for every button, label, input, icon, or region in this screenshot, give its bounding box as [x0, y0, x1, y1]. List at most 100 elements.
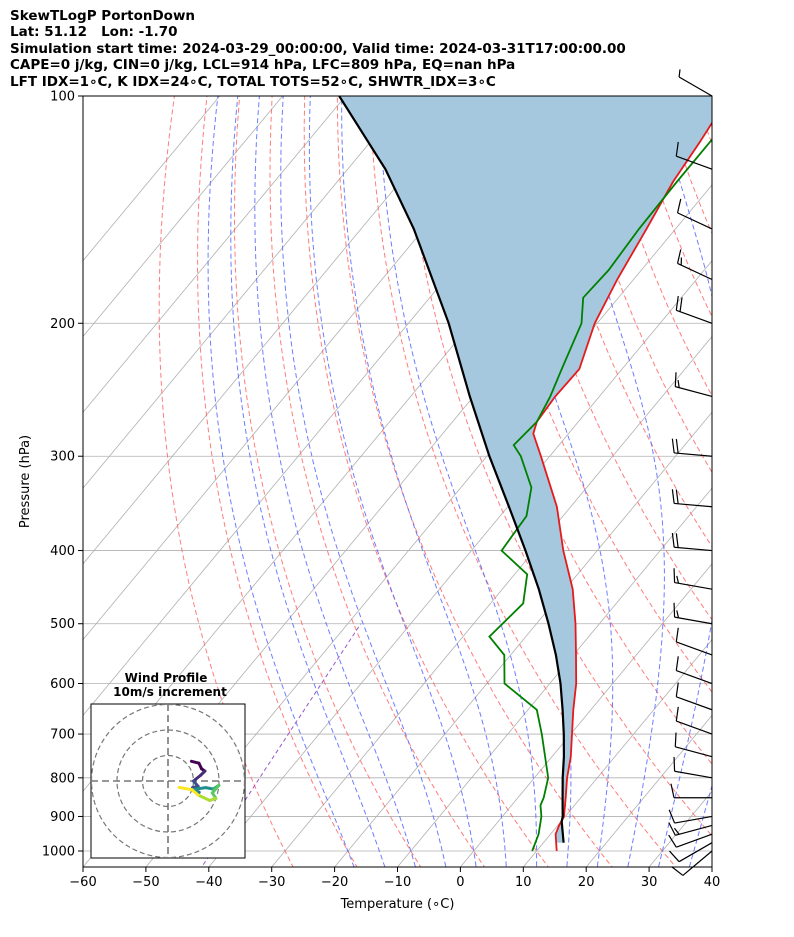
barb-flag [677, 380, 680, 388]
y-tick-label: 800 [50, 771, 75, 786]
hodograph-segment [210, 783, 221, 795]
barb-flag [673, 827, 680, 835]
y-axis-label: Pressure (hPa) [18, 435, 33, 528]
isotherm-line [83, 96, 221, 262]
wind-barb [669, 842, 713, 863]
barb-staff [675, 746, 713, 758]
background-lines [83, 61, 794, 883]
barb-flag [679, 297, 683, 312]
indices-line: LFT IDX=1∘C, K IDX=24∘C, TOTAL TOTS=52∘C… [10, 73, 496, 90]
moist-adiabat [482, 96, 614, 867]
moist-adiabat [308, 96, 477, 867]
x-tick-label: −40 [195, 875, 222, 890]
x-tick-label: −60 [69, 875, 96, 890]
moist-adiabat [378, 96, 538, 867]
moist-adiabat [557, 96, 665, 867]
x-tick-label: −20 [321, 875, 348, 890]
y-tick-label: 500 [50, 617, 75, 632]
wind-barb [671, 489, 713, 508]
isotherm-line [83, 96, 472, 565]
moist-adiabat [230, 96, 386, 867]
barb-staff [676, 720, 713, 735]
x-tick-label: 40 [704, 875, 721, 890]
y-tick-label: 700 [50, 728, 75, 743]
profile-lines [338, 96, 712, 852]
cape-area [339, 96, 712, 843]
barb-flag [674, 732, 677, 747]
y-tick-label: 400 [50, 544, 75, 559]
hodograph-subtitle: 10m/s increment [113, 685, 227, 699]
barb-staff [676, 669, 713, 685]
dry-adiabat [717, 62, 794, 883]
dry-adiabat [564, 96, 712, 474]
y-tick-label: 100 [50, 90, 75, 105]
moist-adiabat [688, 784, 712, 867]
barb-staff [676, 696, 713, 711]
isotherm-line [334, 411, 712, 867]
wind-barb [675, 296, 713, 324]
moist-adiabat [280, 96, 447, 867]
cape-shading [339, 96, 712, 843]
barb-staff [675, 386, 713, 398]
barb-flag [676, 575, 680, 584]
hodograph-segment [192, 773, 203, 783]
barb-flag [668, 834, 677, 848]
barb-flag [675, 656, 679, 671]
wind-barb [668, 822, 713, 836]
temperature-line [532, 121, 712, 852]
cape-line: CAPE=0 j/kg, CIN=0 j/kg, LCL=914 hPa, LF… [10, 57, 516, 74]
x-tick-label: 20 [578, 875, 595, 890]
x-axis-label: Temperature (∘C) [340, 897, 455, 912]
barb-staff [678, 842, 713, 863]
parcel-line [338, 96, 566, 843]
isotherm-line [762, 61, 794, 882]
isotherm-line [459, 563, 712, 867]
x-tick-label: −10 [384, 875, 411, 890]
wind-barb [671, 438, 713, 457]
chart-title-block: SkewTLogP PortonDown Lat: 51.12 Lon: -1.… [10, 8, 626, 90]
isotherm-line [83, 96, 284, 338]
barb-flag [671, 866, 684, 876]
wind-barb [673, 568, 713, 590]
barb-flag [675, 627, 679, 643]
y-tick-label: 200 [50, 317, 75, 332]
wind-barb [674, 372, 713, 398]
barb-flag [675, 296, 679, 311]
dry-adiabat [158, 96, 294, 867]
barb-flag [674, 372, 677, 387]
wind-barb [676, 249, 713, 281]
isotherm-line [83, 96, 409, 489]
hodograph-title: Wind Profile [125, 671, 208, 685]
barb-staff [676, 155, 713, 170]
wind-barb [673, 602, 713, 625]
barb-flag [671, 532, 675, 548]
isotherm-line [396, 487, 712, 867]
barb-staff [676, 833, 713, 848]
y-tick-label: 900 [50, 810, 75, 825]
moist-adiabat [207, 96, 355, 867]
wind-barb [678, 69, 713, 97]
barb-flag [671, 489, 675, 504]
barb-flag [670, 783, 675, 798]
hodograph-plot [91, 704, 245, 858]
isotherm-line [711, 866, 712, 867]
barb-staff [678, 76, 713, 97]
wind-barb [675, 682, 713, 711]
barb-flag [673, 756, 676, 772]
hodograph-segment [177, 785, 194, 792]
barb-flag [678, 69, 681, 78]
dry-adiabat [695, 96, 712, 146]
wind-barb [675, 141, 713, 170]
dry-adiabat [336, 96, 613, 867]
moist-adiabat [716, 62, 794, 883]
x-tick-label: −50 [132, 875, 159, 890]
barb-flag [675, 706, 679, 722]
wind-barb [675, 627, 713, 656]
barb-staff [674, 452, 713, 457]
barb-flag [676, 249, 682, 264]
barb-flag [675, 438, 679, 454]
barb-flag [676, 198, 682, 214]
y-tick-label: 1000 [42, 845, 75, 860]
